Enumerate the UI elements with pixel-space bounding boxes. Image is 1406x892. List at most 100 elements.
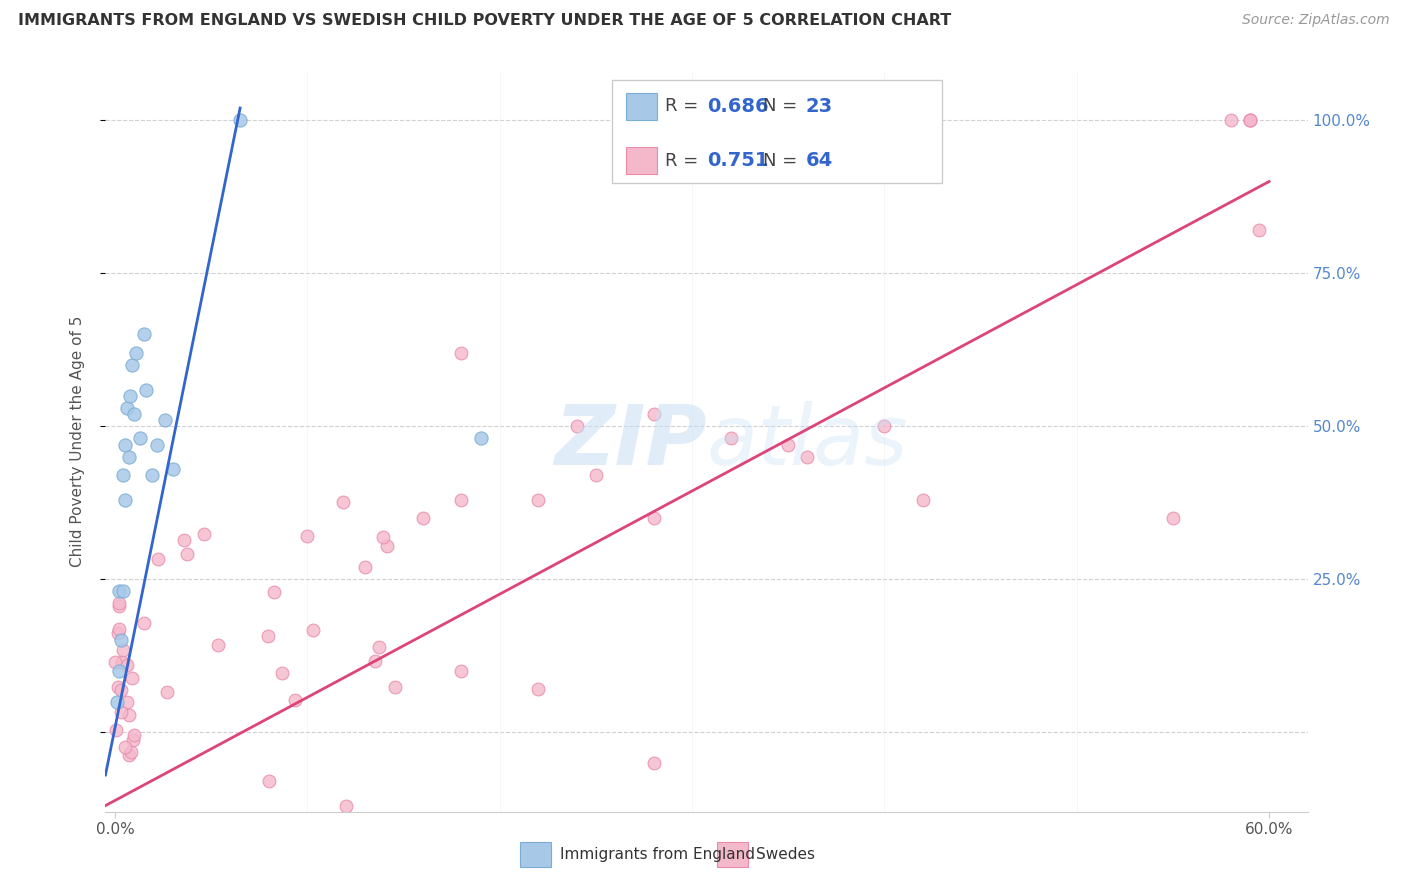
Point xyxy=(135,383,157,397)
Point xyxy=(114,492,136,507)
Point xyxy=(176,548,198,562)
Point xyxy=(263,585,285,599)
Point xyxy=(911,492,934,507)
Point xyxy=(796,450,818,464)
Point xyxy=(153,413,176,427)
Point xyxy=(297,529,319,543)
Point xyxy=(107,622,129,636)
Point xyxy=(450,492,472,507)
Point xyxy=(229,113,252,128)
Point xyxy=(1239,113,1261,128)
Point xyxy=(120,745,142,759)
Point xyxy=(118,707,141,722)
Point xyxy=(124,407,146,421)
Point xyxy=(115,657,138,672)
Text: 0.751: 0.751 xyxy=(707,151,769,170)
Point xyxy=(368,640,391,654)
Point xyxy=(118,748,141,763)
Point xyxy=(284,693,307,707)
Text: 23: 23 xyxy=(806,96,832,116)
Point xyxy=(120,389,142,403)
Point xyxy=(207,638,229,652)
Point xyxy=(354,560,377,574)
Text: N =: N = xyxy=(763,97,803,115)
Point xyxy=(108,599,131,613)
Point xyxy=(105,695,128,709)
Point xyxy=(1161,511,1184,525)
Point xyxy=(146,437,169,451)
Point xyxy=(371,530,394,544)
Text: R =: R = xyxy=(665,152,704,169)
Point xyxy=(527,682,550,697)
Point xyxy=(105,723,128,737)
Point xyxy=(364,655,387,669)
Point xyxy=(1239,113,1261,128)
Point xyxy=(117,450,139,464)
Text: atlas: atlas xyxy=(707,401,908,482)
Point xyxy=(565,419,588,434)
Point xyxy=(110,706,132,720)
Point xyxy=(450,664,472,678)
Point xyxy=(527,492,550,507)
Point xyxy=(1249,223,1271,237)
Point xyxy=(107,681,129,695)
Point xyxy=(1239,113,1261,128)
Point xyxy=(125,346,148,360)
Point xyxy=(132,327,155,342)
Point xyxy=(270,666,292,681)
Point xyxy=(585,468,607,483)
Point xyxy=(104,656,127,670)
Point xyxy=(412,511,434,525)
Point xyxy=(384,680,406,694)
Point xyxy=(114,739,136,754)
Point xyxy=(173,533,195,547)
Point xyxy=(108,584,131,599)
Point xyxy=(335,798,357,813)
Point xyxy=(332,495,354,509)
Point xyxy=(111,468,134,483)
Text: N =: N = xyxy=(763,152,803,169)
Text: Swedes: Swedes xyxy=(756,847,815,862)
Point xyxy=(873,419,896,434)
Point xyxy=(132,616,155,631)
Point xyxy=(115,695,138,709)
Point xyxy=(110,683,132,698)
Point xyxy=(470,432,492,446)
Point xyxy=(141,468,163,483)
Point xyxy=(450,346,472,360)
Text: 0.686: 0.686 xyxy=(707,96,769,116)
Point xyxy=(146,552,169,566)
Point xyxy=(156,685,179,699)
Point xyxy=(643,756,665,770)
Point xyxy=(256,629,278,643)
Point xyxy=(114,437,136,451)
Point xyxy=(122,732,145,747)
Text: Source: ZipAtlas.com: Source: ZipAtlas.com xyxy=(1241,13,1389,28)
Point xyxy=(1219,113,1241,128)
Text: 64: 64 xyxy=(806,151,832,170)
Text: ZIP: ZIP xyxy=(554,401,707,482)
Point xyxy=(107,626,129,640)
Point xyxy=(122,728,145,742)
Point xyxy=(111,655,134,669)
Point xyxy=(111,584,134,599)
Point xyxy=(375,539,398,553)
Point xyxy=(193,527,215,541)
Point xyxy=(108,664,131,678)
Point xyxy=(643,407,665,421)
Point xyxy=(121,671,143,685)
Text: Immigrants from England: Immigrants from England xyxy=(560,847,755,862)
Point xyxy=(129,432,152,446)
Point xyxy=(115,401,138,415)
Point xyxy=(301,623,323,637)
Text: R =: R = xyxy=(665,97,704,115)
Point xyxy=(121,358,143,372)
Point xyxy=(257,774,280,789)
Point xyxy=(112,642,135,657)
Text: IMMIGRANTS FROM ENGLAND VS SWEDISH CHILD POVERTY UNDER THE AGE OF 5 CORRELATION : IMMIGRANTS FROM ENGLAND VS SWEDISH CHILD… xyxy=(18,13,952,29)
Point xyxy=(107,596,129,610)
Point xyxy=(778,437,800,451)
Point xyxy=(720,432,742,446)
Point xyxy=(162,462,184,476)
Point xyxy=(110,633,132,648)
